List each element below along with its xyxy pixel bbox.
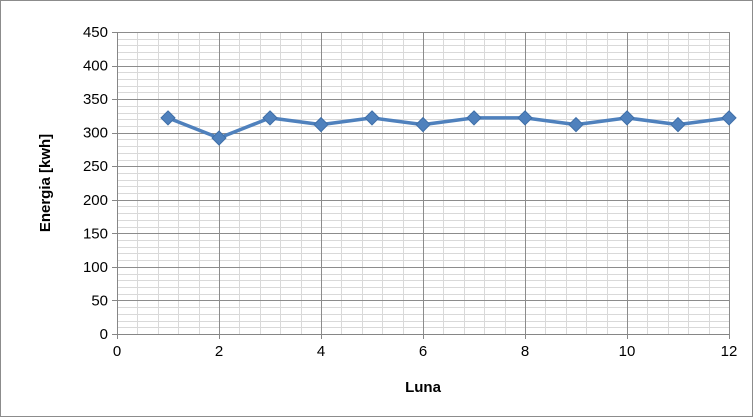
x-tick-label: 2 xyxy=(215,343,223,360)
data-point-marker xyxy=(313,116,329,133)
data-point-marker xyxy=(364,110,380,126)
x-tick-label: 6 xyxy=(419,343,427,360)
y-tick-label: 250 xyxy=(83,158,108,175)
x-tick-label: 4 xyxy=(317,343,325,360)
data-point-marker xyxy=(670,116,686,133)
y-tick-label: 350 xyxy=(83,91,108,108)
y-tick-label: 0 xyxy=(100,326,108,343)
y-axis-title: Energia [kwh] xyxy=(37,134,54,232)
y-tick-label: 200 xyxy=(83,192,108,209)
y-tick-label: 300 xyxy=(83,125,108,142)
grid xyxy=(117,32,730,335)
data-point-marker xyxy=(517,110,533,126)
x-axis-title: Luna xyxy=(405,379,441,396)
y-tick-label: 450 xyxy=(83,24,108,41)
data-point-marker xyxy=(160,110,176,126)
data-point-marker xyxy=(262,110,278,126)
series-line xyxy=(167,116,730,140)
data-point-marker xyxy=(466,110,482,126)
data-point-marker xyxy=(211,130,227,146)
series-energia xyxy=(160,110,737,146)
y-tick-label: 400 xyxy=(83,58,108,75)
x-tick-label: 8 xyxy=(521,343,529,360)
data-point-marker xyxy=(619,110,635,126)
x-tick-label: 0 xyxy=(113,343,121,360)
y-tick-label: 50 xyxy=(91,292,108,309)
y-tick-label: 150 xyxy=(83,225,108,242)
x-tick-label: 10 xyxy=(619,343,636,360)
data-point-marker xyxy=(568,116,584,133)
data-point-marker xyxy=(721,110,737,126)
axes xyxy=(112,32,730,339)
tick-labels: 0 50 100 150 200 250 300 350 400 450 0 2 4 6 8 10 12 xyxy=(83,24,737,360)
data-point-marker xyxy=(415,116,431,133)
x-tick-label: 12 xyxy=(721,343,738,360)
y-tick-label: 100 xyxy=(83,259,108,276)
